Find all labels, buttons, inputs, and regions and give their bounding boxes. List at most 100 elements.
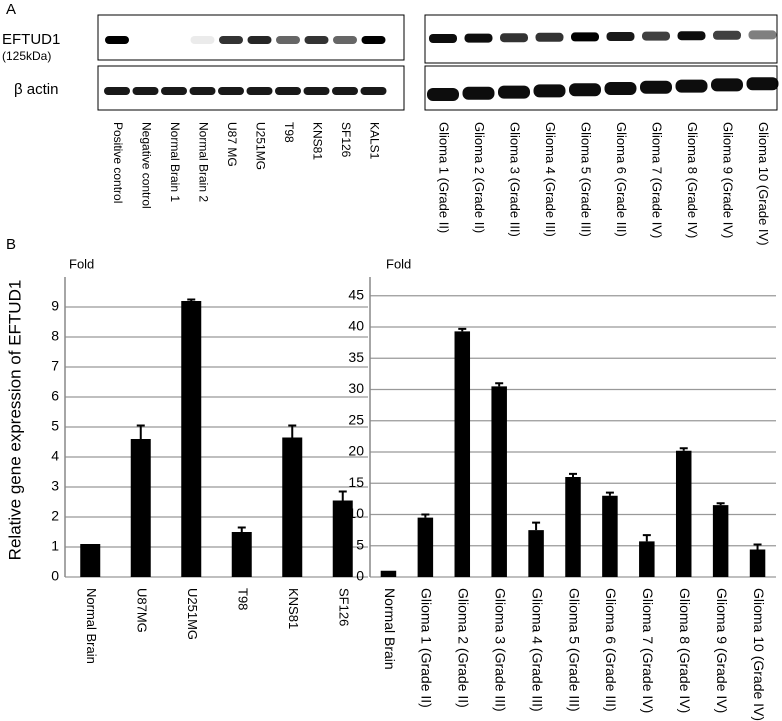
blot-band <box>105 36 129 44</box>
y-tick-label: 8 <box>51 328 59 344</box>
error-bar <box>716 502 725 506</box>
error-bar <box>136 424 145 439</box>
blot-band <box>606 32 635 41</box>
x-tick-label: Glioma 9 (Grade IV) <box>714 588 730 713</box>
lane-label: SF126 <box>339 122 353 158</box>
blot-band <box>189 87 216 95</box>
x-tick-label: KNS81 <box>286 588 301 629</box>
blot-band <box>161 87 187 95</box>
blot-band <box>569 83 601 97</box>
blot-band <box>462 86 495 100</box>
blot-band <box>246 87 273 95</box>
blot-band <box>500 33 528 43</box>
x-tick-label: T98 <box>235 588 250 610</box>
blot-band <box>642 31 670 41</box>
lane-label: Glioma 10 (Grade IV) <box>756 122 771 246</box>
blot-band <box>533 84 566 98</box>
blot-band <box>429 34 457 43</box>
panel-label: A <box>6 1 16 18</box>
lane-label: U251MG <box>253 122 267 170</box>
bar <box>130 439 151 577</box>
protein-size: (125kDa) <box>2 49 51 63</box>
error-bar <box>338 490 347 501</box>
lane-label: KNS81 <box>310 122 324 160</box>
x-tick-label: Glioma 3 (Grade III) <box>492 588 508 712</box>
error-bar <box>753 543 762 550</box>
blot-band <box>304 36 329 44</box>
lane-label: Positive control <box>111 122 125 203</box>
x-tick-label: Glioma 10 (Grade IV) <box>751 588 767 721</box>
unit-label: Fold <box>386 256 411 271</box>
y-axis-label: Relative gene expression of EFTUD1 <box>5 280 24 561</box>
blot-band <box>218 87 244 95</box>
error-bar <box>532 521 541 531</box>
y-tick-label: 25 <box>348 411 364 427</box>
blot-band <box>464 33 493 43</box>
error-bar <box>642 534 651 542</box>
blot-band <box>711 78 743 92</box>
lane-label: Normal Brain 2 <box>196 122 210 202</box>
bar <box>454 331 471 577</box>
error-bar <box>569 472 577 477</box>
y-tick-label: 4 <box>51 448 59 464</box>
x-tick-label: Glioma 4 (Grade III) <box>529 588 545 712</box>
x-tick-label: Normal Brain <box>382 588 398 670</box>
x-tick-label: U251MG <box>185 588 200 640</box>
y-tick-label: 0 <box>356 568 364 584</box>
x-tick-label: SF126 <box>336 588 351 626</box>
lane-label: Glioma 4 (Grade III) <box>543 122 558 237</box>
y-tick-label: 15 <box>348 474 364 490</box>
blot-band <box>535 32 564 42</box>
x-tick-label: Glioma 5 (Grade III) <box>566 588 582 712</box>
blot-band <box>104 87 130 95</box>
panel-label: B <box>6 236 16 253</box>
blot-band <box>190 36 215 44</box>
y-tick-label: 20 <box>348 443 364 459</box>
blot-band <box>247 36 272 44</box>
bar <box>712 505 729 577</box>
blot-band <box>360 87 387 95</box>
lane-label: T98 <box>282 122 296 143</box>
error-bar <box>288 424 297 438</box>
y-tick-label: 5 <box>51 418 59 434</box>
y-tick-label: 10 <box>348 505 364 521</box>
y-tick-label: 0 <box>51 568 59 584</box>
bar <box>417 517 434 577</box>
y-tick-label: 9 <box>51 298 59 314</box>
lane-label: KALS1 <box>367 122 381 160</box>
bar <box>80 544 101 577</box>
blot-band <box>677 31 706 41</box>
bar <box>675 450 692 577</box>
x-tick-label: Glioma 6 (Grade III) <box>603 588 619 712</box>
bar <box>528 530 544 577</box>
blot-band <box>498 85 530 99</box>
lane-label: Glioma 9 (Grade IV) <box>721 122 736 238</box>
unit-label: Fold <box>69 256 94 271</box>
blot-band <box>276 36 300 44</box>
error-bar <box>679 447 688 451</box>
blot-band <box>219 36 243 44</box>
x-tick-label: U87MG <box>134 588 149 633</box>
y-tick-label: 7 <box>51 358 59 374</box>
lane-label: Glioma 6 (Grade III) <box>614 122 629 237</box>
y-tick-label: 40 <box>348 318 364 334</box>
bar <box>749 549 766 577</box>
blot-band <box>640 80 672 94</box>
lane-label: Normal Brain 1 <box>168 122 182 202</box>
lane-label: Glioma 8 (Grade IV) <box>685 122 700 238</box>
lane-label: U87 MG <box>225 122 239 167</box>
x-tick-label: Glioma 8 (Grade IV) <box>677 588 693 713</box>
bar <box>282 437 303 577</box>
y-tick-label: 35 <box>348 349 364 365</box>
lane-label: Glioma 1 (Grade II) <box>437 122 452 233</box>
x-tick-label: Glioma 1 (Grade II) <box>419 588 435 708</box>
blot-band <box>713 30 741 40</box>
y-tick-label: 5 <box>356 536 364 552</box>
bar <box>491 386 507 577</box>
lane-label: Glioma 2 (Grade II) <box>472 122 487 233</box>
x-tick-label: Glioma 2 (Grade II) <box>456 588 472 708</box>
y-tick-label: 3 <box>51 478 59 494</box>
bar <box>380 570 397 577</box>
bar <box>565 477 581 577</box>
